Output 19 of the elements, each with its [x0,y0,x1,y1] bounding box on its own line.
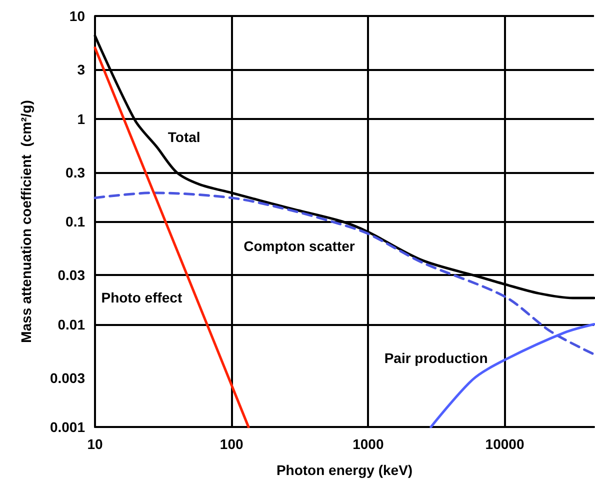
x-axis-title: Photon energy (keV) [276,462,413,478]
x-tick-label: 100 [220,436,244,452]
x-tick-label: 1000 [352,436,384,452]
y-tick-label: 10 [69,8,86,24]
y-tick-label: 0.003 [50,370,86,386]
y-tick-label: 1 [77,110,86,127]
y-tick-label: 3 [77,62,86,78]
series-label: Total [168,129,200,146]
y-tick-label: 0.1 [66,214,86,230]
series-label: Pair production [384,350,488,366]
y-tick-label: 0.03 [58,267,86,284]
y-tick-label: 0.001 [50,419,86,435]
series-label: Compton scatter [244,238,356,254]
x-tick-label: 10000 [485,436,524,452]
x-tick-label: 10 [87,436,103,452]
y-tick-label: 0.3 [66,164,86,180]
y-tick-label: 0.01 [58,316,86,332]
series-label: Photo effect [101,290,182,306]
y-axis-title: Mass attenuation coefficient (cm²/g) [18,100,34,343]
